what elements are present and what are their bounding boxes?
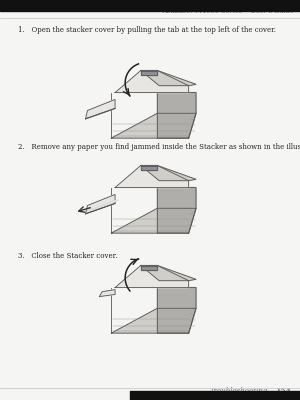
Bar xyxy=(130,391,300,400)
Text: AcuLaser M4000 Series    User’s Guide: AcuLaser M4000 Series User’s Guide xyxy=(163,7,295,15)
Polygon shape xyxy=(141,166,158,170)
Polygon shape xyxy=(85,194,115,214)
Polygon shape xyxy=(141,166,196,181)
Polygon shape xyxy=(141,266,196,281)
Polygon shape xyxy=(141,266,158,270)
Polygon shape xyxy=(85,100,115,119)
Polygon shape xyxy=(115,266,189,288)
Bar xyxy=(0,0,300,11)
Polygon shape xyxy=(141,70,196,86)
Polygon shape xyxy=(115,70,189,92)
Polygon shape xyxy=(115,166,189,188)
Polygon shape xyxy=(111,308,196,333)
Text: 3.   Close the Stacker cover.: 3. Close the Stacker cover. xyxy=(18,252,118,260)
Text: Troubleshooting: Troubleshooting xyxy=(210,387,268,395)
Polygon shape xyxy=(111,113,196,138)
Polygon shape xyxy=(158,188,196,233)
Polygon shape xyxy=(141,70,158,75)
Polygon shape xyxy=(99,290,115,296)
Polygon shape xyxy=(111,208,196,233)
Polygon shape xyxy=(158,288,196,333)
Text: 154: 154 xyxy=(275,387,291,395)
Polygon shape xyxy=(158,92,196,138)
Text: 1.   Open the stacker cover by pulling the tab at the top left of the cover.: 1. Open the stacker cover by pulling the… xyxy=(18,26,276,34)
Text: 2.   Remove any paper you find jammed inside the Stacker as shown in the illustr: 2. Remove any paper you find jammed insi… xyxy=(18,143,300,151)
